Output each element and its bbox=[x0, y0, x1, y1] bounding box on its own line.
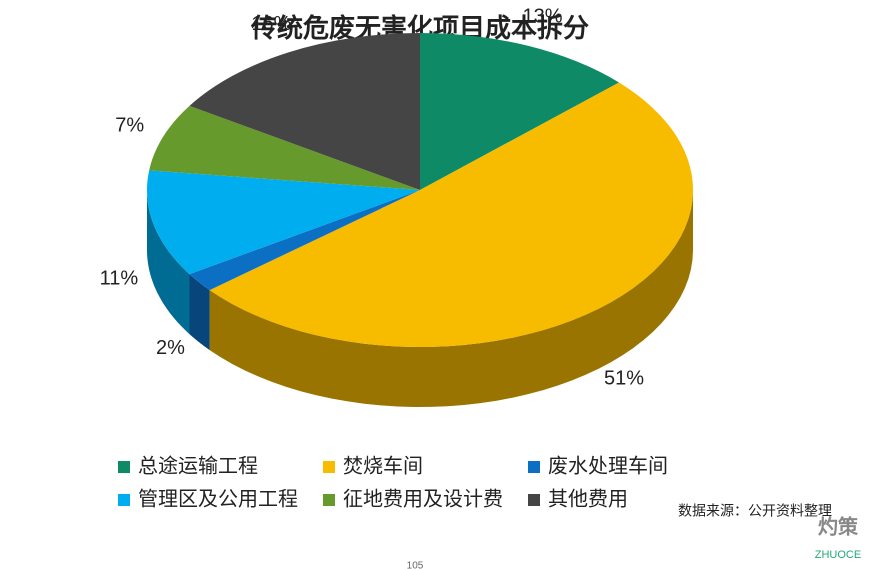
slice bbox=[146, 170, 420, 275]
slice-side bbox=[209, 190, 693, 407]
legend-label: 管理区及公用工程 bbox=[138, 487, 298, 510]
data-label: 51% bbox=[604, 368, 644, 390]
legend-swatch bbox=[323, 461, 335, 473]
legend-label: 其他费用 bbox=[548, 487, 628, 510]
legend-label: 征地费用及设计费 bbox=[343, 487, 503, 510]
slice bbox=[189, 33, 420, 190]
legend-swatch bbox=[528, 461, 540, 473]
data-label: 11% bbox=[100, 267, 139, 289]
legend-swatch bbox=[118, 461, 130, 473]
slice bbox=[149, 105, 420, 190]
source-note: 数据来源：公开资料整理 bbox=[678, 503, 832, 519]
legend-label: 总途运输工程 bbox=[138, 454, 258, 477]
slice-side bbox=[189, 274, 210, 351]
data-label: 16% bbox=[251, 13, 291, 35]
watermark: 灼策 bbox=[818, 514, 859, 538]
legend-swatch bbox=[528, 494, 540, 506]
slice bbox=[209, 82, 694, 348]
data-label: 7% bbox=[115, 114, 144, 136]
slice-side bbox=[147, 190, 190, 335]
page-number: 105 bbox=[407, 561, 424, 569]
slice bbox=[420, 33, 620, 190]
legend-swatch bbox=[118, 494, 130, 506]
watermark-sub: ZHUOCE bbox=[815, 549, 861, 561]
legend-label: 焚烧车间 bbox=[343, 454, 423, 477]
legend-label: 废水处理车间 bbox=[548, 454, 668, 477]
data-label: 13% bbox=[523, 5, 563, 27]
slice bbox=[189, 190, 420, 291]
data-label: 2% bbox=[156, 337, 185, 359]
legend-swatch bbox=[323, 494, 335, 506]
